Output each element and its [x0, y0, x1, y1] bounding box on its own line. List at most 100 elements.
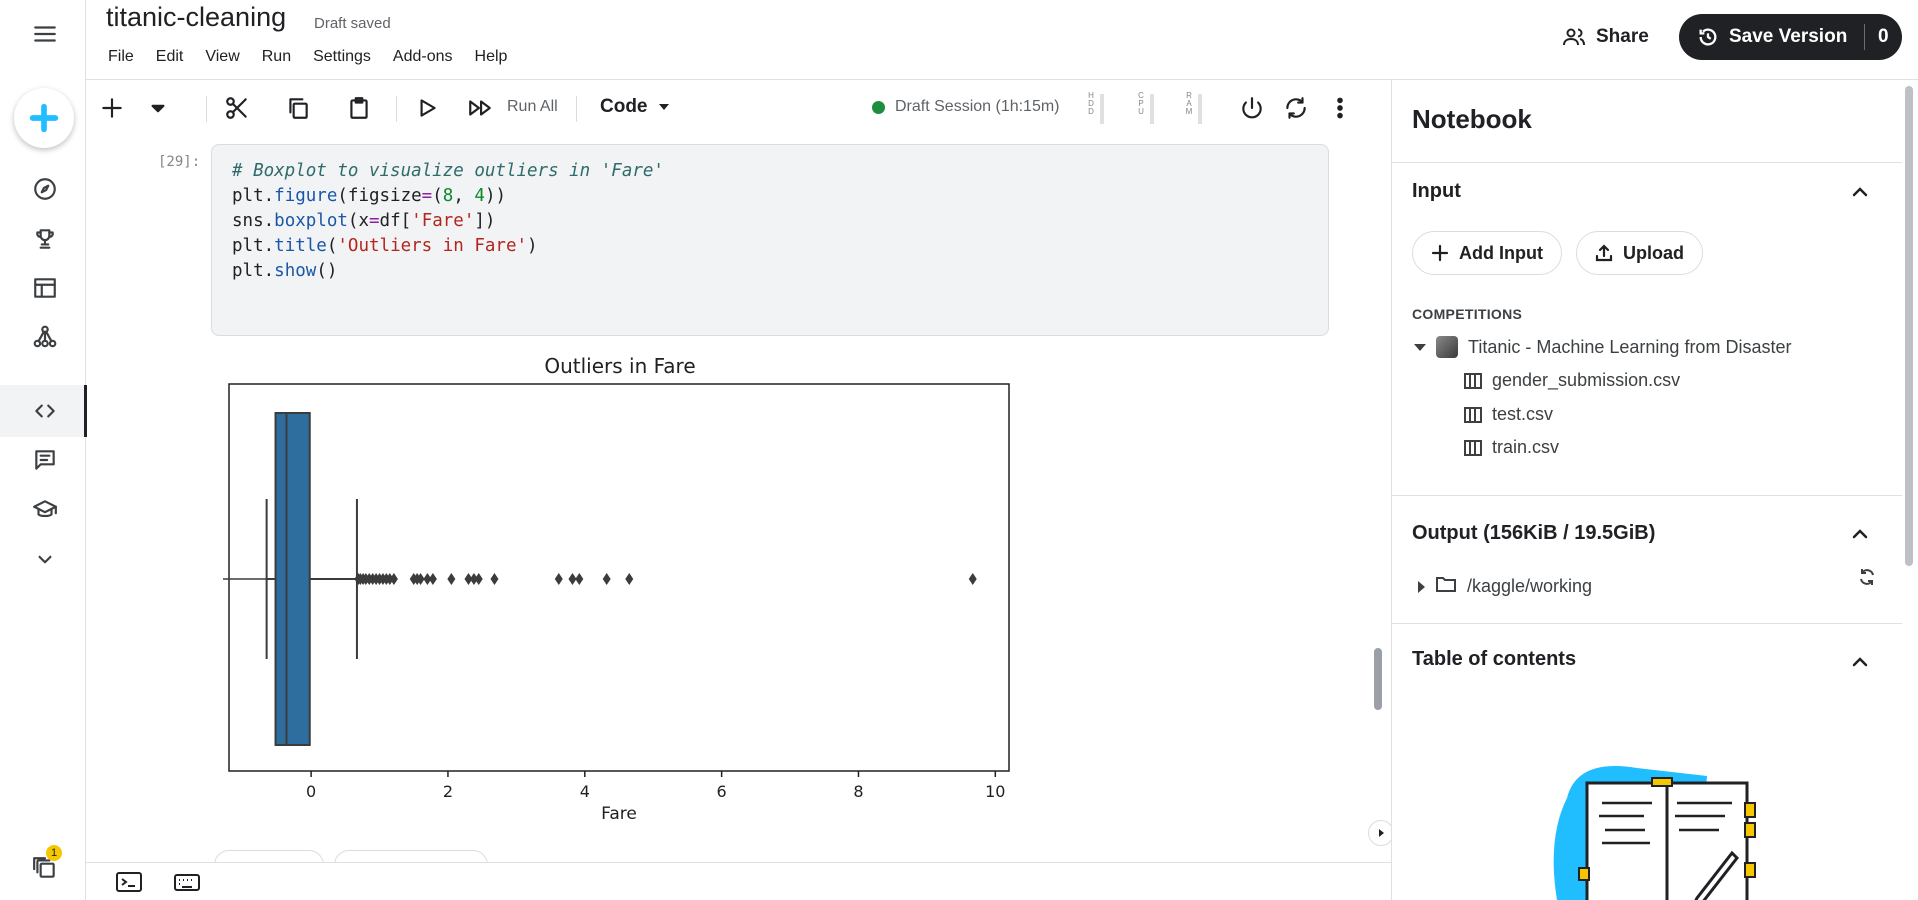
- cell-type-select[interactable]: Code: [600, 96, 670, 118]
- code-line: plt.show(): [232, 261, 338, 281]
- plus-icon: [1431, 244, 1449, 262]
- notebook-side-panel: Notebook Input Add Input Upload COMPETIT…: [1391, 80, 1918, 900]
- outlier-point: [625, 573, 634, 585]
- menu-view[interactable]: View: [205, 48, 240, 65]
- competitions-label: COMPETITIONS: [1412, 306, 1523, 322]
- hdd-meter[interactable]: H D D: [1078, 92, 1104, 126]
- outlier-point: [385, 573, 394, 585]
- code-icon[interactable]: [23, 389, 67, 433]
- share-label: Share: [1596, 26, 1649, 47]
- add-input-button[interactable]: Add Input: [1412, 231, 1562, 275]
- upload-button[interactable]: Upload: [1576, 231, 1703, 275]
- notebook-title[interactable]: titanic-cleaning: [106, 2, 287, 32]
- trophy-icon[interactable]: [23, 217, 67, 261]
- meter-letter: R: [1186, 91, 1192, 100]
- meter-bar: [1198, 94, 1202, 124]
- run-all-label[interactable]: Run All: [507, 98, 558, 115]
- models-icon[interactable]: [23, 315, 67, 359]
- file-name: gender_submission.csv: [1492, 370, 1681, 390]
- outlier-point: [389, 573, 398, 585]
- menu-add-ons[interactable]: Add-ons: [392, 48, 453, 65]
- meter-letter: H: [1088, 91, 1094, 100]
- run-cell-play-icon[interactable]: [413, 94, 441, 122]
- add-cell-plus-icon[interactable]: [98, 94, 126, 122]
- fare-boxplot-chart: Outliers in Fare 0 2 4 6 8 10 Fare: [223, 354, 1010, 824]
- ram-meter[interactable]: R A M: [1176, 92, 1202, 126]
- expand-caret-right-icon[interactable]: [1418, 580, 1425, 593]
- table-icon[interactable]: [23, 266, 67, 310]
- learn-icon[interactable]: [23, 488, 67, 532]
- expand-caret-down-icon[interactable]: [1414, 343, 1426, 351]
- x-tick-label: 4: [580, 782, 590, 801]
- keyboard-shortcuts-icon[interactable]: [174, 872, 200, 892]
- compass-icon[interactable]: [23, 167, 67, 211]
- discussion-icon[interactable]: [23, 438, 67, 482]
- session-status[interactable]: Draft Session (1h:15m): [872, 98, 1060, 116]
- more-options-icon[interactable]: [1326, 94, 1354, 122]
- collapse-toc-chevron-up-icon[interactable]: [1850, 652, 1870, 672]
- more-chevron-down-icon[interactable]: [23, 537, 67, 581]
- add-cell-dropdown-icon[interactable]: [144, 94, 172, 122]
- table-file-icon: [1464, 406, 1482, 423]
- save-version-button[interactable]: Save Version 0: [1679, 14, 1902, 60]
- menu-run[interactable]: Run: [261, 48, 292, 65]
- code-comment: # Boxplot to visualize outliers in 'Fare…: [232, 161, 664, 181]
- console-icon[interactable]: [116, 872, 142, 892]
- rail-active-indicator: [0, 385, 87, 437]
- input-section-heading[interactable]: Input: [1412, 180, 1461, 202]
- toc-section-heading[interactable]: Table of contents: [1412, 648, 1577, 670]
- menu-edit[interactable]: Edit: [155, 48, 184, 65]
- share-button[interactable]: Share: [1562, 22, 1649, 52]
- copy-icon[interactable]: [284, 94, 312, 122]
- panel-scrollbar[interactable]: [1905, 86, 1913, 566]
- file-item-train[interactable]: train.csv: [1464, 437, 1559, 458]
- cell-type-value: Code: [600, 96, 648, 117]
- left-rail: 1: [0, 0, 87, 900]
- meter-bar: [1100, 94, 1104, 124]
- meter-letter: C: [1138, 91, 1144, 100]
- table-file-icon: [1464, 372, 1482, 389]
- x-axis-label: Fare: [601, 804, 637, 824]
- add-input-label: Add Input: [1459, 242, 1543, 263]
- code-line: # Boxplot to visualize outliers in 'Fare…: [232, 159, 1308, 184]
- panel-title: Notebook: [1412, 104, 1532, 134]
- code-cell-editor[interactable]: # Boxplot to visualize outliers in 'Fare…: [211, 144, 1329, 336]
- upload-label: Upload: [1623, 242, 1684, 263]
- cut-icon[interactable]: [223, 94, 251, 122]
- toolbar-divider: [206, 96, 207, 122]
- run-all-icon[interactable]: [466, 94, 494, 122]
- meter-letter: D: [1088, 107, 1094, 116]
- menu-settings[interactable]: Settings: [313, 48, 371, 65]
- menu-file[interactable]: File: [108, 48, 134, 65]
- refresh-output-icon[interactable]: [1857, 567, 1877, 587]
- session-label: Draft Session (1h:15m): [895, 98, 1060, 115]
- section-divider: [1392, 623, 1902, 624]
- caret-down-icon: [658, 104, 669, 110]
- notifications-stack-icon[interactable]: [23, 846, 67, 890]
- restart-icon[interactable]: [1282, 94, 1310, 122]
- create-button[interactable]: [14, 88, 74, 148]
- menu-bar: File Edit View Run Settings Add-ons Help: [108, 48, 529, 66]
- power-icon[interactable]: [1238, 94, 1266, 122]
- meter-letter: A: [1186, 99, 1192, 108]
- collapse-input-chevron-up-icon[interactable]: [1850, 182, 1870, 202]
- hamburger-menu-icon[interactable]: [23, 12, 67, 56]
- menu-help[interactable]: Help: [474, 48, 508, 65]
- paste-icon[interactable]: [345, 94, 373, 122]
- output-section-heading[interactable]: Output (156KiB / 19.5GiB): [1412, 522, 1656, 544]
- section-divider: [1392, 495, 1902, 496]
- output-folder-item[interactable]: /kaggle/working: [1418, 574, 1592, 599]
- competition-name: Titanic - Machine Learning from Disaster: [1468, 336, 1792, 357]
- notebook-scrollbar[interactable]: [1374, 648, 1382, 710]
- toggle-panel-button[interactable]: [1368, 820, 1394, 846]
- header: titanic-cleaning Draft saved File Edit V…: [86, 0, 1918, 80]
- file-item-gender-submission[interactable]: gender_submission.csv: [1464, 370, 1680, 391]
- cpu-meter[interactable]: C P U: [1128, 92, 1154, 126]
- file-item-test[interactable]: test.csv: [1464, 404, 1553, 425]
- outlier-point: [568, 573, 577, 585]
- file-name: test.csv: [1492, 404, 1554, 424]
- competition-tree-item[interactable]: Titanic - Machine Learning from Disaster: [1414, 336, 1791, 358]
- x-tick-label: 6: [717, 782, 727, 801]
- collapse-output-chevron-up-icon[interactable]: [1850, 524, 1870, 544]
